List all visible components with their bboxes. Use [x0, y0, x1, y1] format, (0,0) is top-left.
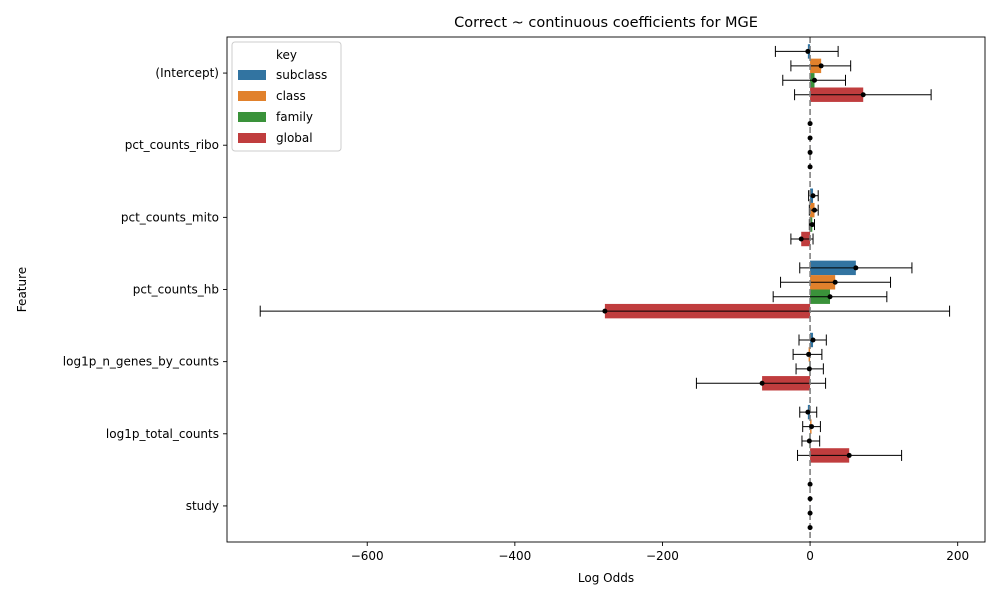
- legend-swatch-class: [238, 91, 266, 101]
- point-class-log1p-total-counts: [809, 424, 814, 429]
- y-axis-label: Feature: [15, 267, 29, 312]
- x-axis-label: Log Odds: [578, 571, 634, 585]
- point-class-study: [808, 496, 813, 501]
- legend-label-family: family: [276, 110, 313, 124]
- point-class-intercept: [819, 63, 824, 68]
- legend-item-subclass: subclass: [238, 68, 327, 82]
- legend-item-global: global: [238, 131, 313, 145]
- y-tick-label-pct-counts-hb: pct_counts_hb: [133, 283, 219, 297]
- point-family-study: [808, 511, 813, 516]
- legend-title: key: [276, 48, 297, 62]
- point-global-pct-counts-ribo: [808, 164, 813, 169]
- point-global-pct-counts-hb: [602, 309, 607, 314]
- point-subclass-intercept: [805, 49, 810, 54]
- x-tick-label-0: −600: [351, 549, 384, 563]
- x-axis: −600 −400 −200 0 200: [351, 542, 969, 563]
- point-subclass-log1p-total-counts: [805, 410, 810, 415]
- y-tick-label-pct-counts-mito: pct_counts_mito: [121, 210, 219, 224]
- legend-swatch-family: [238, 112, 266, 122]
- point-class-log1p-n-genes-by-counts: [806, 352, 811, 357]
- point-family-pct-counts-mito: [810, 222, 815, 227]
- point-family-log1p-n-genes-by-counts: [807, 366, 812, 371]
- point-subclass-pct-counts-ribo: [808, 121, 813, 126]
- x-tick-label-3: 0: [806, 549, 814, 563]
- legend-swatch-subclass: [238, 70, 266, 80]
- y-tick-label-study: study: [186, 499, 219, 513]
- point-global-intercept: [861, 92, 866, 97]
- legend-item-family: family: [238, 110, 313, 124]
- chart-title: Correct ~ continuous coefficients for MG…: [454, 15, 758, 31]
- x-tick-label-1: −400: [498, 549, 531, 563]
- bars-layer: [605, 44, 863, 535]
- point-global-study: [808, 525, 813, 530]
- y-tick-label-pct-counts-ribo: pct_counts_ribo: [125, 138, 219, 152]
- legend-label-global: global: [276, 131, 313, 145]
- point-family-pct-counts-hb: [828, 294, 833, 299]
- y-tick-label-log1p-total-counts: log1p_total_counts: [106, 427, 219, 441]
- point-global-log1p-n-genes-by-counts: [760, 381, 765, 386]
- point-class-pct-counts-mito: [812, 208, 817, 213]
- point-global-log1p-total-counts: [847, 453, 852, 458]
- y-tick-label-intercept: (Intercept): [155, 66, 219, 80]
- error-bars-layer: [260, 46, 949, 461]
- point-global-pct-counts-mito: [799, 237, 804, 242]
- x-tick-label-2: −200: [646, 549, 679, 563]
- point-class-pct-counts-hb: [833, 280, 838, 285]
- y-axis: (Intercept) pct_counts_ribo pct_counts_mit…: [63, 66, 227, 513]
- point-family-log1p-total-counts: [807, 439, 812, 444]
- point-subclass-pct-counts-mito: [811, 193, 816, 198]
- point-family-intercept: [812, 78, 817, 83]
- point-class-pct-counts-ribo: [808, 136, 813, 141]
- y-tick-label-log1p-n-genes-by-counts: log1p_n_genes_by_counts: [63, 355, 219, 369]
- legend-swatch-global: [238, 133, 266, 143]
- legend-label-subclass: subclass: [276, 68, 327, 82]
- x-tick-label-4: 200: [946, 549, 969, 563]
- point-subclass-log1p-n-genes-by-counts: [811, 338, 816, 343]
- point-family-pct-counts-ribo: [808, 150, 813, 155]
- point-subclass-study: [808, 482, 813, 487]
- point-subclass-pct-counts-hb: [853, 265, 858, 270]
- legend: key subclass class family global: [232, 42, 341, 151]
- legend-label-class: class: [276, 89, 306, 103]
